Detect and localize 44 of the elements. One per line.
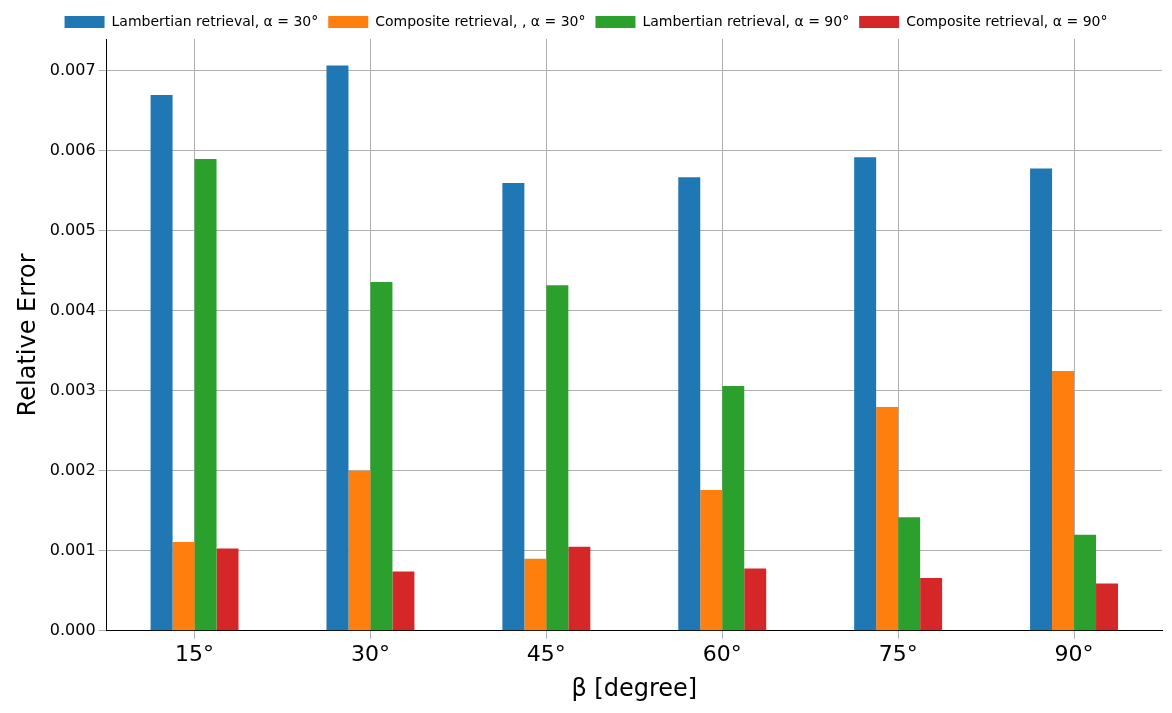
bar [524,558,547,631]
bar [392,571,415,631]
bar [502,182,525,631]
x-axis-title: β [degree] [571,673,698,702]
y-tick-label: 0.005 [49,220,96,240]
x-tick-label: 90° [1054,640,1094,666]
bar [722,386,745,631]
y-tick-label: 0.007 [49,60,96,80]
x-tick-label: 60° [702,640,742,666]
y-tick-label: 0.002 [49,460,96,480]
y-tick-label: 0.003 [49,380,96,400]
x-tick-label: 30° [350,640,390,666]
legend-label: Lambertian retrieval, α = 90° [642,12,850,29]
bar [678,177,701,631]
bar [920,578,943,631]
legend-label: Composite retrieval, α = 90° [906,12,1108,29]
bar [370,282,393,631]
bar [876,406,899,631]
bar [700,490,723,631]
bar [326,65,349,631]
x-tick-label: 15° [175,640,215,666]
bar [194,158,217,631]
bar [898,517,921,631]
bar [1030,168,1053,631]
bar [172,542,195,631]
bar [1052,370,1075,631]
y-tick-label: 0.006 [49,140,96,160]
y-axis-title: Relative Error [12,253,41,417]
legend-label: Composite retrieval, , α = 30° [375,12,586,29]
y-tick-label: 0.000 [49,619,96,639]
x-tick-label: 75° [878,640,918,666]
legend-label: Lambertian retrieval, α = 30° [111,12,319,29]
bar [854,157,877,631]
bar [744,568,767,631]
y-tick-label: 0.001 [49,539,96,559]
bar [546,285,569,631]
y-tick-label: 0.004 [49,300,96,320]
bar [568,546,591,631]
bar [1096,583,1119,631]
bar [348,470,371,631]
bar [150,94,173,631]
bar [216,548,239,631]
bar [1074,534,1097,631]
x-tick-label: 45° [526,640,566,666]
